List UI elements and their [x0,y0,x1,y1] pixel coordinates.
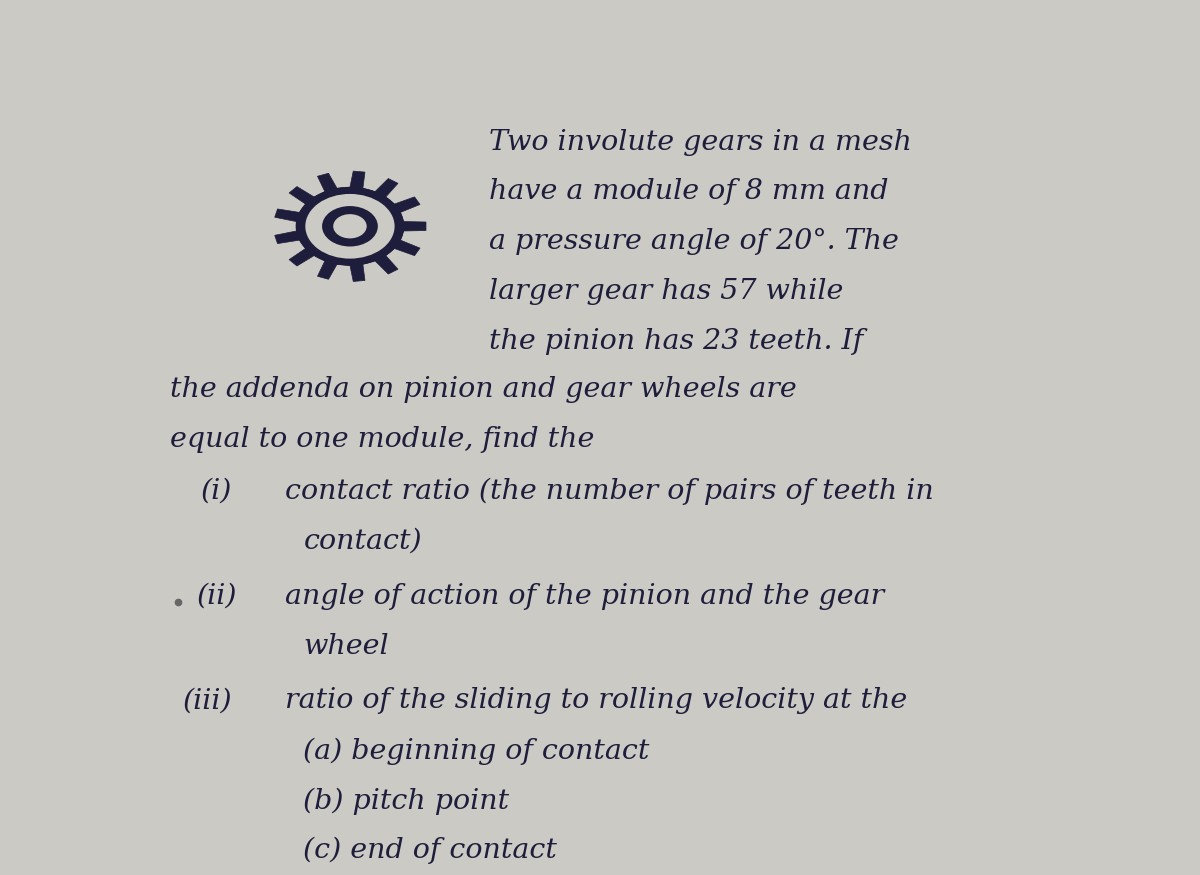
Text: angle of action of the pinion and the gear: angle of action of the pinion and the ge… [284,583,884,610]
Circle shape [322,206,378,247]
Text: the pinion has 23 teeth. If: the pinion has 23 teeth. If [490,328,864,355]
Text: a pressure angle of 20°. The: a pressure angle of 20°. The [490,228,899,255]
Text: (iii): (iii) [182,688,232,715]
Text: (a) beginning of contact: (a) beginning of contact [304,738,650,765]
Text: Two involute gears in a mesh: Two involute gears in a mesh [490,129,912,156]
Text: equal to one module, find the: equal to one module, find the [170,426,595,452]
Circle shape [334,214,367,238]
Text: (c) end of contact: (c) end of contact [304,837,557,864]
Text: ratio of the sliding to rolling velocity at the: ratio of the sliding to rolling velocity… [284,688,907,715]
Circle shape [305,194,395,259]
Text: (b) pitch point: (b) pitch point [304,788,510,815]
Text: (i): (i) [202,478,233,505]
Text: have a module of 8 mm and: have a module of 8 mm and [490,178,889,206]
Text: contact): contact) [304,528,422,555]
Text: the addenda on pinion and gear wheels are: the addenda on pinion and gear wheels ar… [170,376,797,402]
Polygon shape [275,172,426,282]
Text: larger gear has 57 while: larger gear has 57 while [490,278,844,305]
Text: contact ratio (the number of pairs of teeth in: contact ratio (the number of pairs of te… [284,478,934,506]
Circle shape [296,187,404,265]
Text: wheel: wheel [304,633,389,660]
Text: (ii): (ii) [197,583,238,610]
